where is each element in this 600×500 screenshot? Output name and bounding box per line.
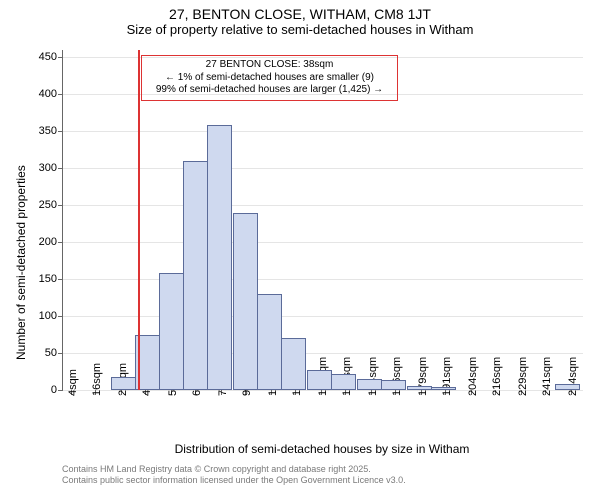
histogram-bar — [357, 379, 382, 390]
xtick-label: 229sqm — [517, 357, 529, 396]
histogram-bar — [159, 273, 184, 390]
ytick-mark — [58, 279, 63, 280]
xtick-label: 216sqm — [491, 357, 503, 396]
ytick-mark — [58, 205, 63, 206]
xtick-label: 191sqm — [441, 357, 453, 396]
ytick-mark — [58, 131, 63, 132]
histogram-bar — [331, 374, 356, 390]
ytick-label: 400 — [39, 88, 57, 100]
property-marker-line — [138, 50, 140, 390]
histogram-bar — [111, 377, 136, 390]
annotation-box: 27 BENTON CLOSE: 38sqm← 1% of semi-detac… — [141, 55, 398, 101]
ytick-mark — [58, 94, 63, 95]
x-axis-title: Distribution of semi-detached houses by … — [62, 442, 582, 456]
ytick-mark — [58, 168, 63, 169]
ytick-mark — [58, 242, 63, 243]
histogram-bar — [207, 125, 232, 390]
ytick-label: 200 — [39, 236, 57, 248]
footer-attribution: Contains HM Land Registry data © Crown c… — [62, 464, 406, 487]
xtick-label: 254sqm — [567, 357, 579, 396]
gridline — [63, 316, 583, 317]
xtick-label: 204sqm — [467, 357, 479, 396]
ytick-label: 150 — [39, 273, 57, 285]
histogram-bar — [183, 161, 208, 390]
gridline — [63, 279, 583, 280]
ytick-label: 450 — [39, 51, 57, 63]
histogram-bar — [555, 384, 580, 390]
ytick-label: 250 — [39, 199, 57, 211]
ytick-label: 350 — [39, 125, 57, 137]
plot-area: 0501001502002503003504004504sqm16sqm29sq… — [62, 50, 583, 391]
histogram-bar — [281, 338, 306, 390]
footer-line-2: Contains public sector information licen… — [62, 475, 406, 485]
histogram-bar — [407, 386, 432, 390]
ytick-label: 0 — [51, 384, 57, 396]
gridline — [63, 242, 583, 243]
xtick-label: 154sqm — [367, 357, 379, 396]
gridline — [63, 131, 583, 132]
y-axis-title: Number of semi-detached properties — [14, 165, 28, 360]
histogram-bar — [257, 294, 282, 390]
ytick-label: 50 — [45, 347, 57, 359]
gridline — [63, 205, 583, 206]
ytick-label: 300 — [39, 162, 57, 174]
chart-title-main: 27, BENTON CLOSE, WITHAM, CM8 1JT — [0, 0, 600, 22]
ytick-mark — [58, 57, 63, 58]
xtick-label: 166sqm — [391, 357, 403, 396]
histogram-bar — [431, 387, 456, 390]
xtick-label: 16sqm — [91, 363, 103, 396]
annotation-line: ← 1% of semi-detached houses are smaller… — [147, 72, 392, 85]
gridline — [63, 168, 583, 169]
chart-container: 27, BENTON CLOSE, WITHAM, CM8 1JT Size o… — [0, 0, 600, 500]
histogram-bar — [233, 213, 258, 390]
ytick-mark — [58, 353, 63, 354]
xtick-label: 241sqm — [541, 357, 553, 396]
footer-line-1: Contains HM Land Registry data © Crown c… — [62, 464, 371, 474]
ytick-mark — [58, 390, 63, 391]
xtick-label: 179sqm — [417, 357, 429, 396]
ytick-label: 100 — [39, 310, 57, 322]
ytick-mark — [58, 316, 63, 317]
annotation-line: 27 BENTON CLOSE: 38sqm — [147, 59, 392, 72]
histogram-bar — [307, 370, 332, 390]
histogram-bar — [381, 380, 406, 390]
chart-title-sub: Size of property relative to semi-detach… — [0, 22, 600, 41]
annotation-line: 99% of semi-detached houses are larger (… — [147, 84, 392, 97]
xtick-label: 4sqm — [67, 369, 79, 396]
